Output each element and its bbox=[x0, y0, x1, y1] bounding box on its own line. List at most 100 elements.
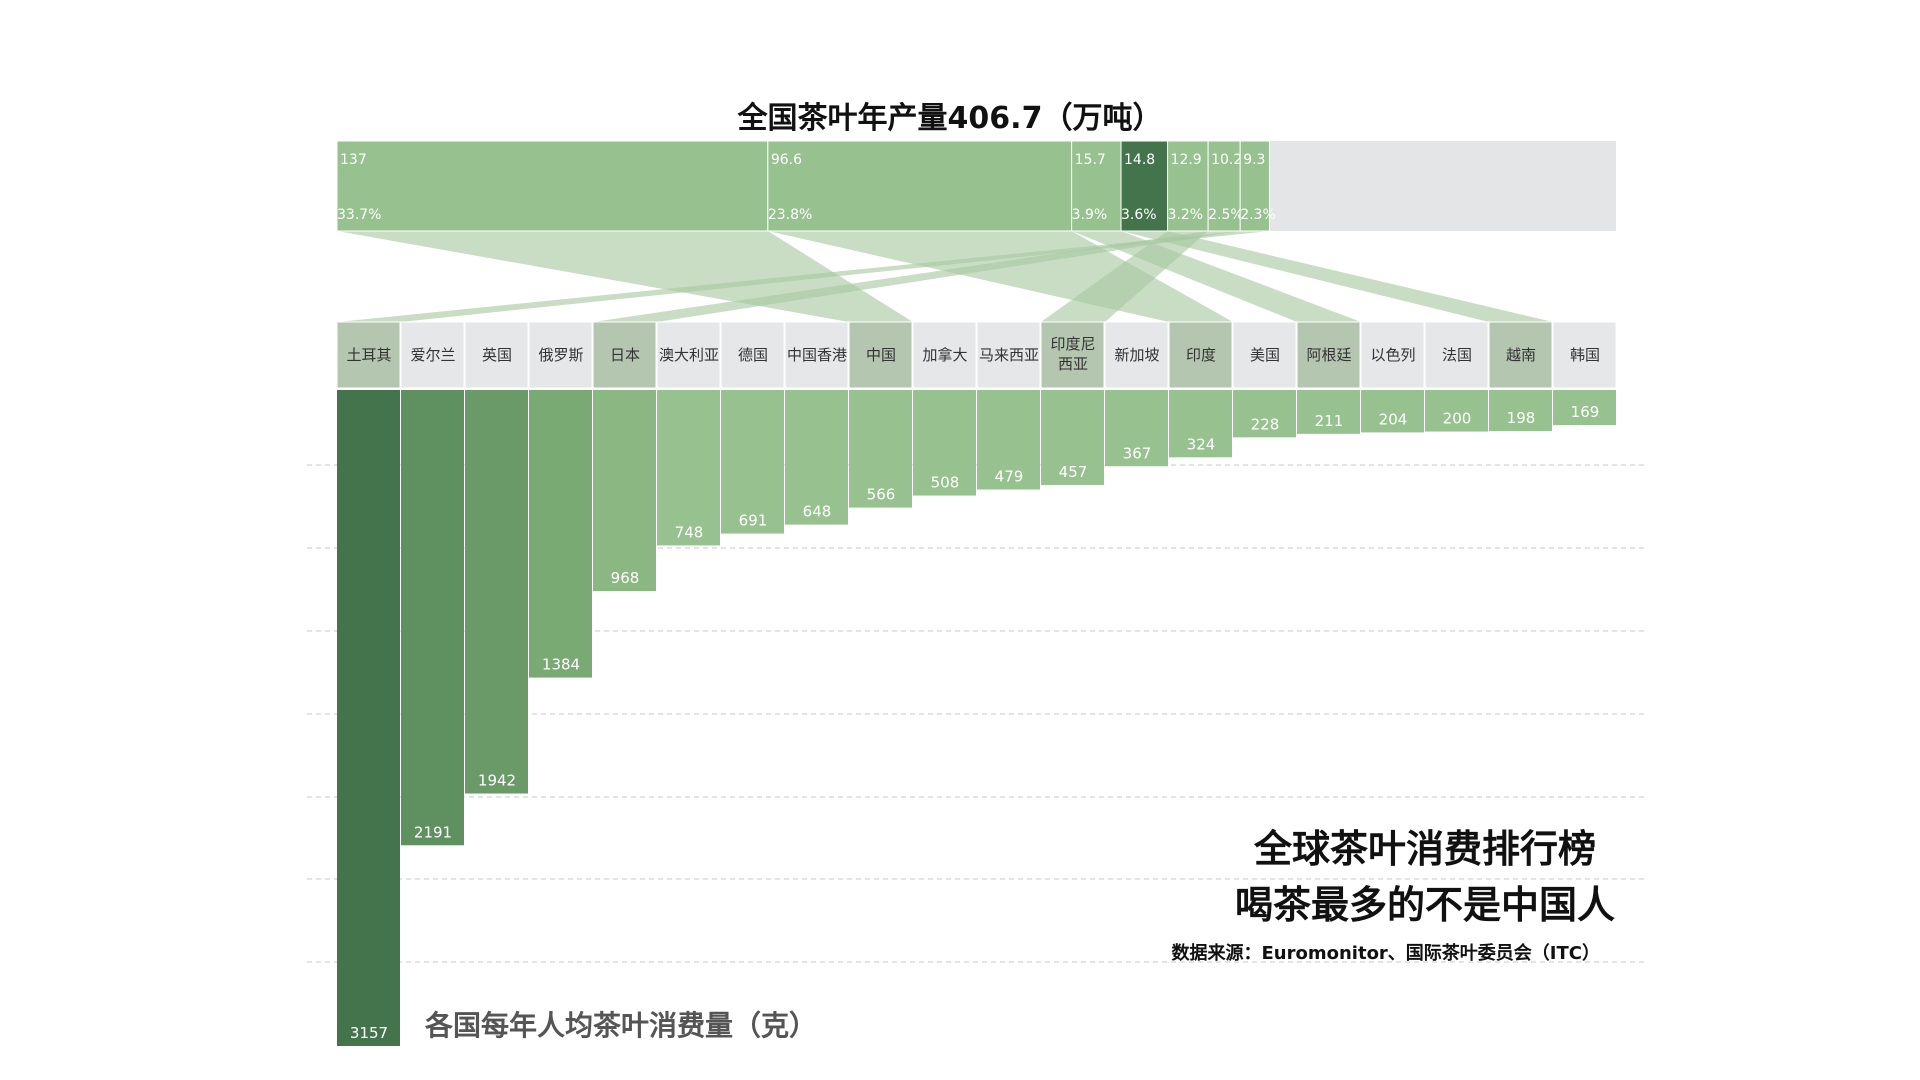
country-label: 英国 bbox=[482, 346, 512, 364]
country-label: 中国 bbox=[866, 346, 896, 364]
production-segment bbox=[767, 140, 1073, 232]
consumption-bar bbox=[593, 390, 656, 592]
headline-line1: 全球茶叶消费排行榜 bbox=[1253, 827, 1596, 871]
country-header bbox=[912, 321, 977, 389]
production-segment bbox=[1167, 140, 1209, 232]
country-label-line2: 西亚 bbox=[1058, 355, 1088, 373]
country-label: 韩国 bbox=[1570, 346, 1600, 364]
production-percent-label: 23.8% bbox=[768, 207, 812, 223]
consumption-value-label: 3157 bbox=[350, 1024, 388, 1042]
consumption-bar bbox=[785, 390, 848, 525]
country-header bbox=[1488, 321, 1553, 389]
consumption-bar bbox=[1169, 390, 1232, 458]
consumption-bar bbox=[1105, 390, 1168, 467]
source-note: 数据来源：Euromonitor、国际茶叶委员会（ITC） bbox=[1172, 942, 1601, 964]
production-segment bbox=[1207, 140, 1241, 232]
consumption-value-label: 479 bbox=[995, 468, 1024, 486]
country-label: 越南 bbox=[1506, 346, 1536, 364]
production-percent-label: 3.6% bbox=[1121, 207, 1157, 223]
country-header bbox=[784, 321, 849, 389]
country-header bbox=[400, 321, 465, 389]
consumption-value-label: 2191 bbox=[414, 823, 452, 841]
consumption-bar bbox=[721, 390, 784, 534]
flow-link bbox=[337, 231, 1270, 322]
consumption-value-label: 691 bbox=[739, 512, 768, 530]
consumption-value-label: 1384 bbox=[542, 656, 580, 674]
consumption-bar bbox=[1553, 390, 1616, 426]
production-percent-label: 3.9% bbox=[1072, 207, 1108, 223]
production-value-label: 12.9 bbox=[1171, 152, 1202, 168]
consumption-value-label: 1942 bbox=[478, 772, 516, 790]
country-label: 阿根廷 bbox=[1306, 346, 1351, 364]
production-segment bbox=[1071, 140, 1122, 232]
production-value-label: 137 bbox=[340, 152, 367, 168]
consumption-value-label: 648 bbox=[803, 503, 832, 521]
production-percent-label: 33.7% bbox=[337, 207, 381, 223]
consumption-value-label: 508 bbox=[931, 474, 960, 492]
country-header bbox=[1168, 321, 1233, 389]
consumption-bar bbox=[1041, 390, 1104, 485]
consumption-bar bbox=[337, 390, 400, 1046]
consumption-value-label: 204 bbox=[1379, 410, 1408, 428]
flow-link bbox=[1041, 231, 1209, 322]
consumption-bar bbox=[1233, 390, 1296, 438]
country-header bbox=[592, 321, 657, 389]
production-value-label: 96.6 bbox=[771, 152, 802, 168]
country-label: 俄罗斯 bbox=[538, 346, 583, 364]
country-label: 加拿大 bbox=[922, 346, 967, 364]
country-header bbox=[1104, 321, 1169, 389]
production-percent-label: 3.2% bbox=[1168, 207, 1204, 223]
country-header bbox=[976, 321, 1041, 389]
consumption-bar bbox=[849, 390, 912, 508]
consumption-bar bbox=[529, 390, 592, 678]
country-header bbox=[720, 321, 785, 389]
country-header bbox=[1296, 321, 1361, 389]
consumption-value-label: 198 bbox=[1507, 409, 1536, 427]
production-segment bbox=[336, 140, 769, 232]
country-header bbox=[336, 321, 401, 389]
country-label: 澳大利亚 bbox=[659, 346, 719, 364]
flow-link bbox=[1121, 231, 1553, 322]
country-header bbox=[848, 321, 913, 389]
consumption-bar bbox=[465, 390, 528, 794]
production-value-label: 15.7 bbox=[1075, 152, 1106, 168]
consumption-bar bbox=[401, 390, 464, 846]
country-header bbox=[464, 321, 529, 389]
production-title: 全国茶叶年产量406.7（万吨） bbox=[737, 101, 1163, 136]
country-label: 德国 bbox=[738, 346, 768, 364]
consumption-bar bbox=[1425, 390, 1488, 432]
flow-link bbox=[593, 231, 1241, 322]
country-header bbox=[1552, 321, 1617, 389]
country-header bbox=[1040, 321, 1105, 389]
consumption-bar bbox=[1297, 390, 1360, 434]
country-header bbox=[656, 321, 721, 389]
country-label: 马来西亚 bbox=[979, 346, 1039, 364]
production-segment bbox=[1239, 140, 1270, 232]
flow-links bbox=[337, 231, 1553, 322]
country-label: 日本 bbox=[610, 346, 640, 364]
country-label: 爱尔兰 bbox=[410, 346, 455, 364]
production-segment bbox=[1120, 140, 1169, 232]
consumption-value-label: 324 bbox=[1187, 435, 1216, 453]
consumption-value-label: 367 bbox=[1123, 444, 1152, 462]
consumption-bars: 3157 2191 1942 1384 968 748 691 648 566 508 479 457… bbox=[337, 390, 1616, 1046]
consumption-title: 各国每年人均茶叶消费量（克） bbox=[424, 1009, 817, 1042]
headline-line2: 喝茶最多的不是中国人 bbox=[1235, 883, 1615, 927]
production-percent-label: 2.3% bbox=[1240, 207, 1276, 223]
country-header bbox=[1232, 321, 1297, 389]
country-label: 新加坡 bbox=[1114, 346, 1159, 364]
consumption-bar bbox=[657, 390, 720, 546]
country-label: 中国香港 bbox=[787, 346, 847, 364]
consumption-value-label: 566 bbox=[867, 486, 896, 504]
consumption-value-label: 200 bbox=[1443, 410, 1472, 428]
country-header bbox=[1360, 321, 1425, 389]
country-label: 印度 bbox=[1186, 346, 1216, 364]
production-percent-label: 2.5% bbox=[1208, 207, 1244, 223]
consumption-value-label: 169 bbox=[1571, 403, 1600, 421]
production-value-label: 10.2 bbox=[1211, 152, 1242, 168]
consumption-bar bbox=[913, 390, 976, 496]
consumption-bar bbox=[1361, 390, 1424, 433]
country-header bbox=[1424, 321, 1489, 389]
